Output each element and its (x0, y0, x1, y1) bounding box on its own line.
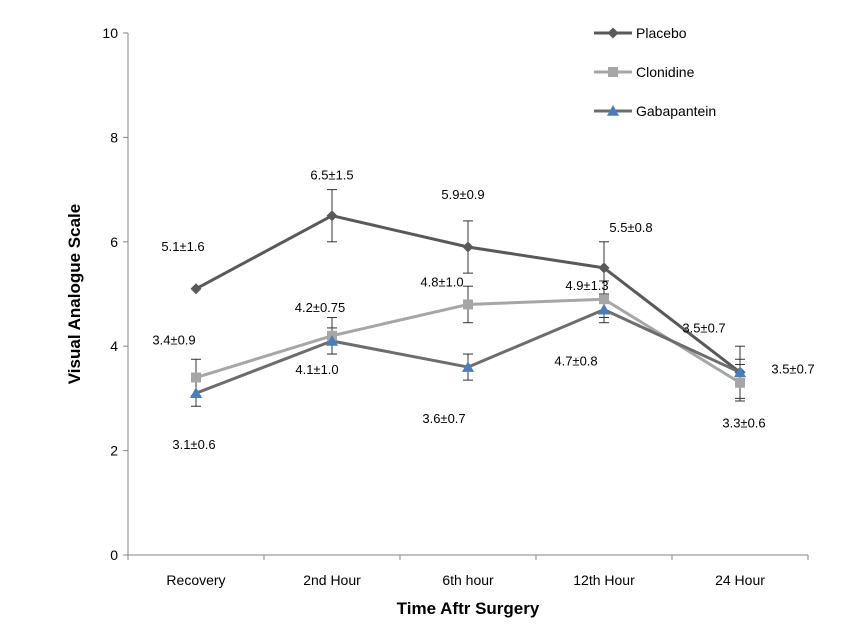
triangle-marker (734, 366, 746, 378)
diamond-marker (326, 210, 338, 222)
triangle-marker (326, 334, 338, 346)
data-label: 5.9±0.9 (441, 187, 484, 202)
axes (127, 33, 808, 556)
diamond-marker (190, 283, 202, 295)
y-tick-label: 2 (110, 443, 118, 459)
x-ticks: Recovery 2nd Hour 6th hour 12th Hour 24 Hour (127, 555, 809, 588)
square-marker (608, 67, 618, 77)
data-label: 4.1±1.0 (295, 362, 338, 377)
legend-label: Gabapantein (636, 103, 716, 119)
data-label: 5.1±1.6 (161, 239, 204, 254)
x-tick-label: 2nd Hour (303, 572, 361, 588)
diamond-marker (598, 262, 610, 274)
x-tick-label: 24 Hour (715, 572, 765, 588)
data-label: 3.5±0.7 (682, 320, 725, 335)
square-marker (191, 372, 201, 383)
data-label: 3.6±0.7 (422, 411, 465, 426)
triangle-marker (607, 105, 619, 116)
square-marker (463, 299, 473, 310)
data-label: 4.9±1.3 (565, 278, 608, 293)
square-marker (599, 294, 609, 305)
series-markers (190, 210, 746, 398)
y-axis-title: Visual Analogue Scale (65, 204, 84, 384)
y-tick-label: 10 (102, 25, 118, 41)
y-tick-label: 0 (110, 547, 118, 563)
x-axis-title: Time Aftr Surgery (397, 599, 540, 618)
data-label: 3.4±0.9 (152, 333, 195, 348)
triangle-marker (190, 387, 202, 398)
data-label: 4.7±0.8 (554, 354, 597, 369)
data-label: 3.1±0.6 (172, 437, 215, 452)
x-tick-label: 6th hour (442, 572, 494, 588)
triangle-marker (462, 361, 474, 372)
legend: Placebo Clonidine Gabapantein (594, 25, 716, 119)
data-label: 6.5±1.5 (310, 168, 353, 183)
data-label: 4.8±1.0 (420, 274, 463, 289)
legend-label: Clonidine (636, 64, 695, 80)
diamond-marker (462, 241, 474, 253)
data-label: 3.5±0.7 (771, 361, 814, 376)
triangle-marker (598, 303, 610, 315)
legend-label: Placebo (636, 25, 687, 41)
y-ticks: 0 2 4 6 8 10 (102, 25, 128, 563)
y-tick-label: 4 (110, 338, 118, 354)
y-tick-label: 8 (110, 129, 118, 145)
y-tick-label: 6 (110, 234, 118, 250)
square-marker (735, 377, 745, 388)
data-label: 5.5±0.8 (609, 220, 652, 235)
error-bars (191, 189, 745, 407)
data-label: 4.2±0.75 (295, 300, 346, 315)
data-label: 3.3±0.6 (722, 416, 765, 431)
x-tick-label: 12th Hour (573, 572, 635, 588)
diamond-marker (607, 27, 619, 39)
data-labels: 5.1±1.6 6.5±1.5 5.9±0.9 5.5±0.8 3.5±0.7 3.4±0… (152, 168, 814, 452)
x-tick-label: Recovery (166, 572, 225, 588)
